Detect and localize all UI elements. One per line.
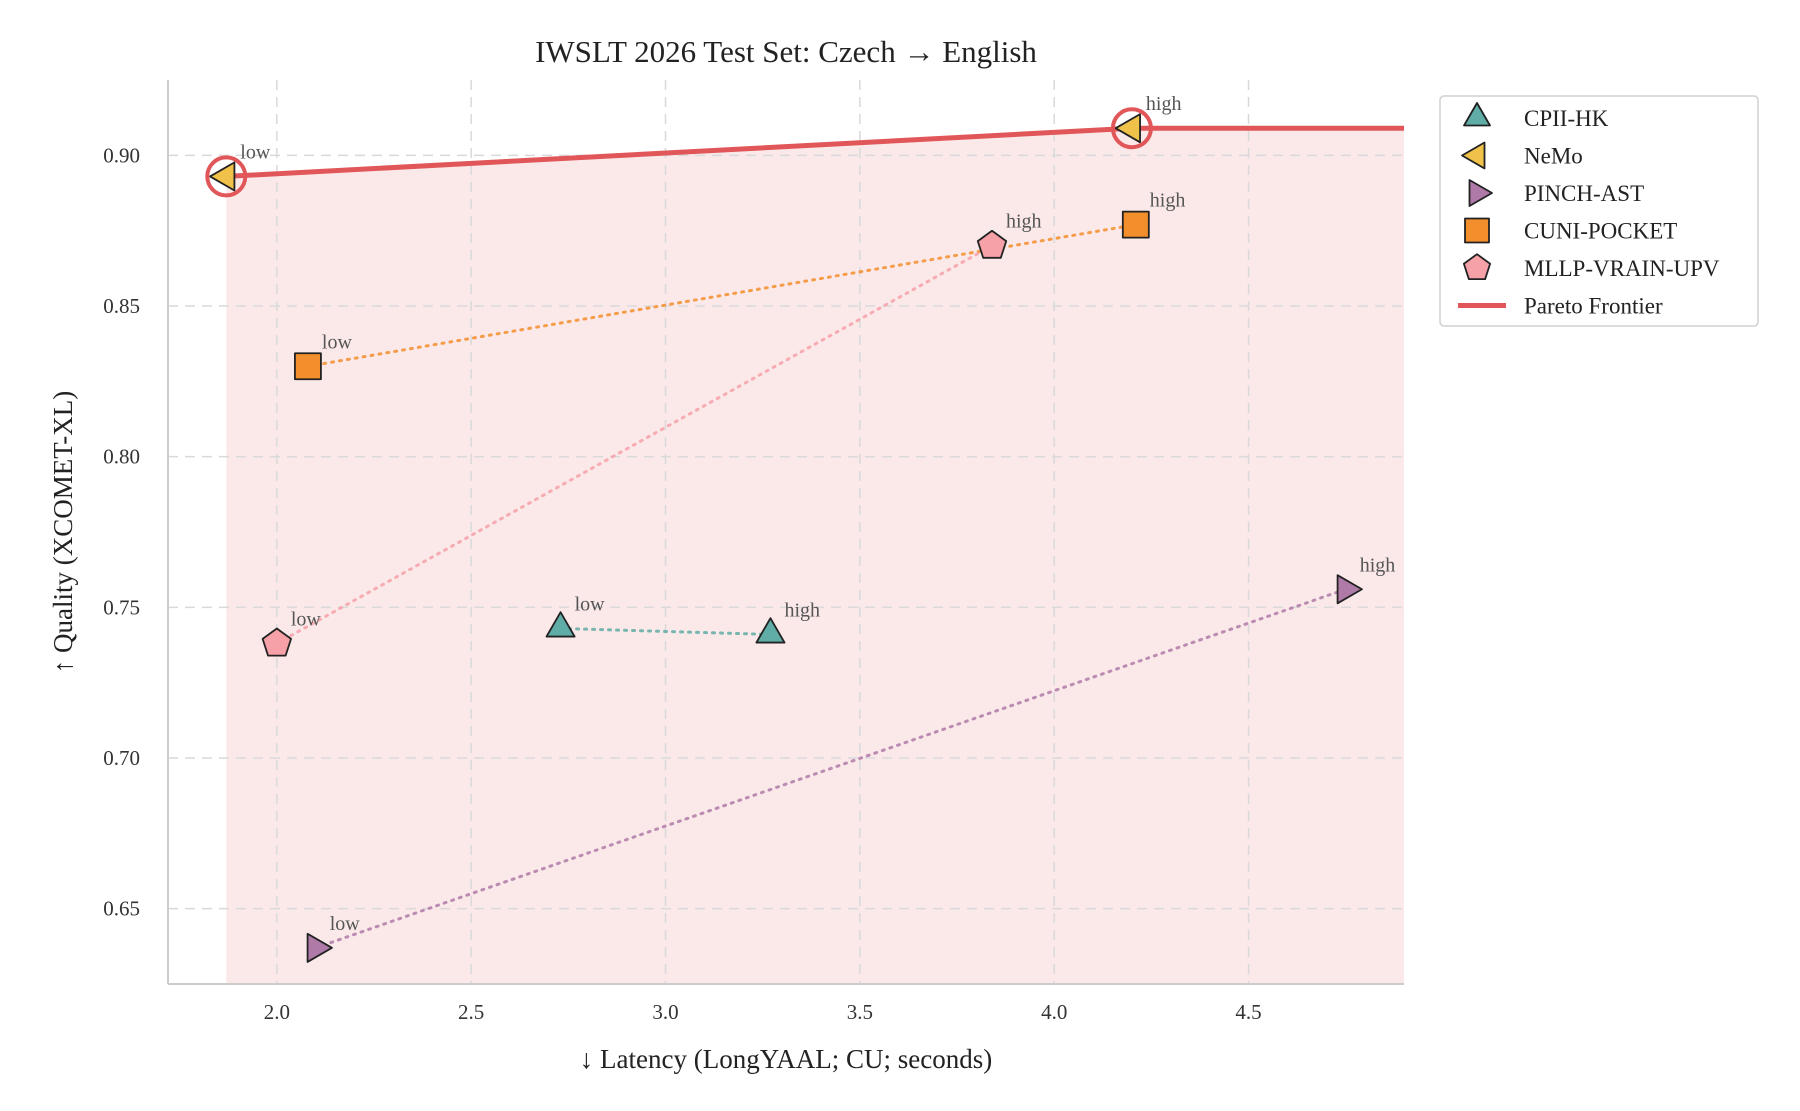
data-point-marker: [976, 229, 1008, 259]
legend-marker: [1468, 179, 1493, 207]
x-tick-label: 3.0: [652, 1000, 678, 1024]
legend-box: [1439, 95, 1759, 327]
x-tick-label: 3.5: [847, 1000, 873, 1024]
connector-mllp-vrain-upv: [275, 244, 994, 645]
y-tick-label: 0.85: [103, 294, 140, 318]
x-tick-labels: 2.0 2.5 3.0 3.5 4.0 4.5: [264, 1000, 1262, 1024]
connector-pinch-ast: [314, 587, 1348, 950]
y-axis-label: ↑ Quality (XCOMET-XL): [48, 391, 78, 673]
y-tick-label: 0.75: [103, 595, 140, 619]
x-tick-label: 4.5: [1235, 1000, 1261, 1024]
connector-cpii-hk: [559, 626, 772, 636]
point-labels: low high low high low high low high low high: [240, 93, 1395, 935]
legend-entry: CUNI-POCKET: [1524, 219, 1677, 244]
grid-lines: [168, 80, 1404, 984]
point-label: low: [330, 913, 361, 935]
legend-entry: NeMo: [1524, 144, 1583, 169]
point-label: low: [575, 593, 606, 615]
point-label: low: [322, 331, 353, 353]
data-point-marker: [1336, 574, 1363, 605]
data-point-marker: [306, 932, 333, 963]
data-point-marker: [755, 617, 786, 644]
dominated-area: [226, 128, 1404, 985]
legend-entry: MLLP-VRAIN-UPV: [1524, 256, 1720, 281]
legend-marker: [1461, 141, 1486, 170]
x-tick-label: 2.5: [458, 1000, 484, 1024]
data-point-marker: [1114, 113, 1141, 144]
legend-entry: Pareto Frontier: [1524, 294, 1663, 319]
legend-marker: [1462, 253, 1492, 281]
x-tick-label: 4.0: [1041, 1000, 1067, 1024]
data-points: [209, 113, 1363, 963]
y-tick-label: 0.90: [103, 143, 140, 167]
data-point-marker: [294, 352, 322, 381]
data-point-marker: [1121, 210, 1150, 239]
point-label: high: [1006, 211, 1042, 233]
y-tick-label: 0.80: [103, 445, 140, 469]
y-tick-label: 0.70: [103, 746, 140, 770]
data-point-marker: [545, 611, 576, 638]
point-label: high: [1360, 554, 1396, 576]
point-label: high: [784, 599, 820, 621]
chart-title: IWSLT 2026 Test Set: Czech → English: [535, 34, 1037, 69]
legend-entry: CPII-HK: [1524, 106, 1609, 131]
dominated-region: [226, 128, 1404, 985]
legend-marker: [1463, 102, 1491, 127]
pareto-highlights: [205, 107, 1153, 198]
data-point-marker: [209, 161, 236, 192]
y-tick-labels: 0.65 0.70 0.75 0.80 0.85 0.90: [103, 143, 140, 920]
y-tick-label: 0.65: [103, 897, 140, 921]
legend-marker: [1464, 217, 1490, 244]
data-point-marker: [261, 627, 292, 657]
x-axis-label: ↓ Latency (LongYAAL; CU; seconds): [580, 1044, 992, 1074]
point-label: low: [291, 608, 322, 630]
pareto-highlight-ring: [1110, 107, 1153, 150]
legend: CPII-HK NeMo PINCH-AST CUNI-POCKET MLLP-VRAI…: [1439, 95, 1759, 327]
x-tick-label: 2.0: [264, 1000, 290, 1024]
point-label: low: [240, 141, 271, 163]
legend-entry: PINCH-AST: [1524, 181, 1644, 206]
point-label: high: [1146, 93, 1182, 115]
point-label: high: [1150, 190, 1186, 212]
pareto-highlight-ring: [205, 155, 248, 198]
